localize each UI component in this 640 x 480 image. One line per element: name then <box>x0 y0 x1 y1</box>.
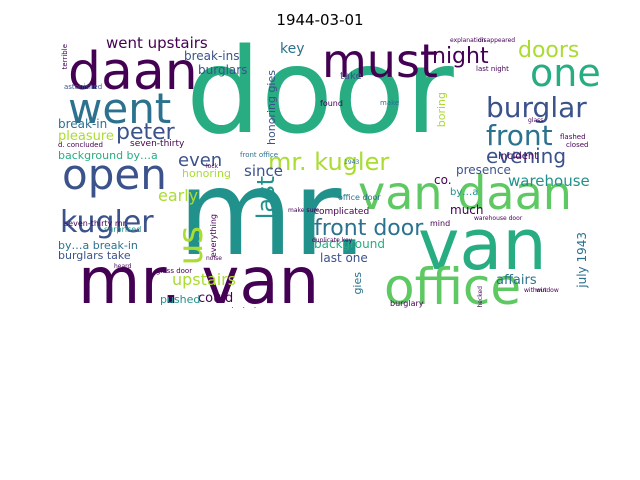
word: honoring gies <box>265 70 278 145</box>
word: honoring <box>182 167 231 180</box>
word: checked <box>477 286 484 308</box>
word: open <box>62 150 167 199</box>
word: last <box>252 176 280 220</box>
word: one <box>530 51 601 95</box>
word: van <box>418 204 547 286</box>
word: doors <box>518 38 580 63</box>
chart-title: 1944-03-01 <box>276 11 364 29</box>
word: warehouse door <box>474 215 523 222</box>
word: flashed <box>560 133 586 141</box>
word: window <box>536 287 559 294</box>
word: glass <box>528 117 544 124</box>
word: glass door <box>156 267 193 275</box>
word: warehouse <box>508 172 590 190</box>
word: affairs <box>496 273 537 288</box>
word: kugler <box>60 205 154 240</box>
word: break-in <box>58 117 108 131</box>
word: explanation <box>450 37 486 44</box>
word: daan <box>68 42 198 102</box>
word: seven-thirty <box>130 139 185 149</box>
word: take <box>340 71 362 82</box>
word: background by…a <box>58 149 158 162</box>
word: 1943 <box>344 159 360 166</box>
word: office <box>384 258 522 308</box>
word: office door <box>338 193 381 202</box>
word: co. <box>434 173 452 187</box>
word: complicated <box>314 207 370 217</box>
word: mr. van <box>78 245 320 308</box>
word: even <box>178 150 223 171</box>
word: heard <box>114 263 132 270</box>
word: burglars take <box>58 249 131 262</box>
word: could <box>198 291 234 306</box>
word: seven-thirty mr. <box>64 219 128 228</box>
word: mr. kugler <box>268 148 390 176</box>
word: everything <box>209 214 218 258</box>
word: door <box>186 36 454 160</box>
word: pleasure <box>58 129 114 144</box>
word: without <box>524 287 547 294</box>
word: noise <box>206 255 222 262</box>
word: terrible <box>61 44 69 70</box>
word: make sure <box>288 207 320 214</box>
word: presence <box>456 163 511 177</box>
word: must <box>322 36 438 88</box>
word: pushed <box>160 293 201 306</box>
word: key <box>280 41 305 57</box>
word-cloud: door mr. mr. van van daan van daan must … <box>58 36 602 308</box>
word: mr. <box>178 144 369 282</box>
word: by…a <box>450 187 479 198</box>
word: last night <box>476 65 509 73</box>
word: duplicate key <box>312 237 353 244</box>
word: peter <box>116 120 175 145</box>
word: surprised <box>104 225 142 234</box>
word: found <box>320 99 343 108</box>
word: much <box>450 203 484 217</box>
word: july 1943 <box>575 232 589 288</box>
word: burglary <box>390 299 424 308</box>
word: evening <box>486 144 567 168</box>
word: went upstairs <box>106 36 208 52</box>
word: went <box>68 84 172 133</box>
word: upstairs <box>172 270 237 289</box>
word: burglar <box>486 91 587 124</box>
word: mind <box>430 219 451 228</box>
word: last one <box>320 251 368 265</box>
word: d. concluded <box>58 141 103 149</box>
word: van daan <box>358 166 572 220</box>
word: incident <box>498 151 539 162</box>
word: closed <box>566 141 589 149</box>
word: boring <box>435 92 448 128</box>
word: since <box>244 162 283 180</box>
word: front door <box>314 216 424 241</box>
word: early <box>158 186 199 205</box>
word: front office <box>240 151 279 159</box>
word: gies <box>351 272 364 295</box>
word: make <box>380 99 400 107</box>
word: break-ins <box>184 49 240 63</box>
word: astonished <box>64 83 103 91</box>
word: us <box>171 226 211 266</box>
word: by…a break-in <box>58 239 138 252</box>
word: lock <box>206 163 219 170</box>
word: disappeared <box>478 37 516 44</box>
word: front <box>486 119 553 152</box>
word: background <box>314 237 385 251</box>
word: burglars <box>198 63 248 77</box>
word: night <box>432 44 489 69</box>
